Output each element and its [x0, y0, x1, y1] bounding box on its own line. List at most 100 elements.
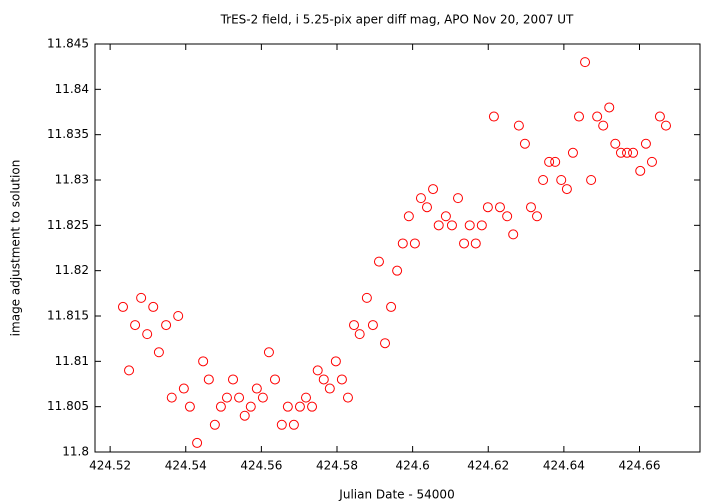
point	[124, 365, 135, 376]
y-axis-label: image adjustment to solution	[9, 160, 23, 337]
point	[257, 392, 268, 403]
x-axis-label: Julian Date - 54000	[338, 488, 454, 502]
point	[142, 329, 153, 340]
point	[263, 347, 274, 358]
point	[604, 102, 615, 113]
point	[209, 419, 220, 430]
point	[318, 374, 329, 385]
x-tick-label: 424.54	[165, 459, 207, 473]
point	[136, 292, 147, 303]
point	[598, 120, 609, 131]
x-tick-label: 424.62	[467, 459, 509, 473]
point	[397, 238, 408, 249]
point	[532, 211, 543, 222]
point	[198, 356, 209, 367]
point	[239, 410, 250, 421]
x-tick-label: 424.58	[316, 459, 358, 473]
y-tick-label: 11.81	[55, 354, 89, 368]
point	[312, 365, 323, 376]
point	[610, 138, 621, 149]
y-tick-label: 11.845	[47, 37, 89, 51]
point	[628, 147, 639, 158]
x-tick-label: 424.52	[89, 459, 131, 473]
point	[508, 229, 519, 240]
point	[192, 437, 203, 448]
point	[228, 374, 239, 385]
x-tick-label: 424.66	[619, 459, 661, 473]
point	[615, 147, 626, 158]
point	[324, 383, 335, 394]
point	[361, 292, 372, 303]
point	[622, 147, 633, 158]
point	[654, 111, 665, 122]
point	[561, 184, 572, 195]
point	[567, 147, 578, 158]
point	[640, 138, 651, 149]
point	[494, 202, 505, 213]
point	[470, 238, 481, 249]
point	[586, 175, 597, 185]
point	[482, 202, 493, 213]
point	[513, 120, 524, 131]
point	[574, 111, 584, 122]
x-tick-label: 424.64	[543, 459, 585, 473]
y-tick-label: 11.825	[47, 218, 89, 232]
point	[288, 419, 299, 430]
point	[234, 392, 245, 403]
point	[464, 220, 475, 231]
point	[544, 156, 555, 167]
y-tick-label: 11.84	[55, 82, 89, 96]
point	[251, 383, 262, 394]
point	[428, 184, 439, 195]
point	[453, 193, 463, 204]
x-tick-label: 424.6	[395, 459, 429, 473]
point	[215, 401, 226, 412]
y-tick-label: 11.82	[55, 263, 89, 277]
y-tick-label: 11.835	[47, 127, 89, 141]
point	[488, 111, 499, 122]
point	[446, 220, 457, 231]
chart-title: TrES-2 field, i 5.25-pix aper diff mag, …	[220, 13, 574, 27]
point	[153, 347, 164, 358]
point	[525, 202, 536, 213]
point	[440, 211, 451, 222]
point	[433, 220, 444, 231]
point	[354, 329, 365, 340]
point	[130, 320, 141, 331]
point	[367, 320, 378, 331]
point	[556, 175, 567, 185]
point	[245, 401, 256, 412]
y-tick-label: 11.83	[55, 173, 89, 187]
point	[538, 175, 549, 185]
point	[300, 392, 311, 403]
point	[148, 301, 159, 312]
point	[342, 392, 353, 403]
point	[580, 57, 591, 68]
point	[173, 311, 184, 321]
x-tick-label: 424.56	[240, 459, 282, 473]
point	[386, 301, 397, 312]
point	[519, 138, 530, 149]
point	[117, 301, 128, 312]
y-tick-label: 11.815	[47, 309, 89, 323]
point	[166, 392, 177, 403]
y-tick-label: 11.8	[62, 445, 89, 459]
point	[392, 265, 403, 276]
point	[635, 165, 646, 176]
point	[415, 193, 426, 204]
plot-frame	[94, 43, 701, 453]
point	[476, 220, 487, 231]
point	[502, 211, 513, 222]
y-tick-label: 11.805	[47, 399, 89, 413]
point	[373, 256, 384, 267]
point	[550, 156, 561, 167]
point	[459, 238, 470, 249]
point	[403, 211, 414, 222]
point	[330, 356, 341, 367]
point	[349, 320, 360, 331]
point	[660, 120, 671, 131]
point	[409, 238, 420, 249]
point	[294, 401, 305, 412]
point	[184, 401, 195, 412]
